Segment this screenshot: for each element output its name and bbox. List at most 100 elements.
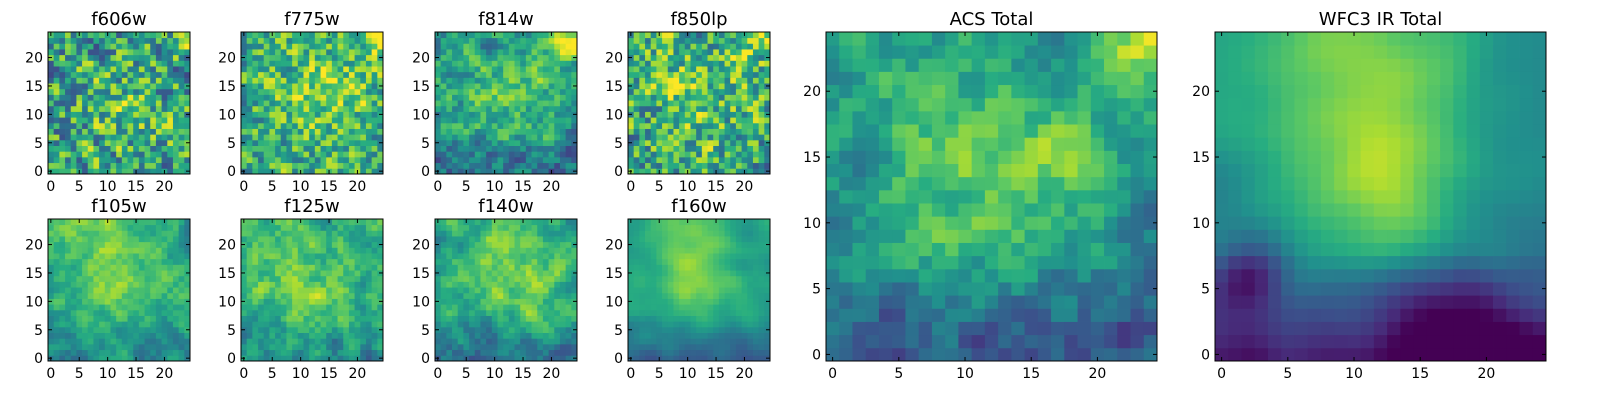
heatmap-cell [758, 281, 765, 288]
heatmap-cell [314, 54, 321, 61]
heatmap-cell [303, 258, 310, 265]
heatmap-cell [150, 326, 157, 333]
heatmap-cell [82, 100, 89, 107]
heatmap-cell [297, 315, 304, 322]
axes-frame [434, 31, 578, 175]
heatmap-cell [144, 315, 151, 322]
heatmap-cell [371, 355, 378, 362]
heatmap-cell [440, 94, 447, 101]
heatmap-cell [144, 298, 151, 305]
heatmap-cell [286, 37, 293, 44]
heatmap-cell [701, 37, 708, 44]
heatmap-cell [53, 236, 60, 243]
heatmap-cell [531, 168, 538, 175]
heatmap-cell [354, 349, 361, 356]
heatmap-cell [503, 264, 510, 271]
heatmap-cell [548, 60, 555, 67]
heatmap-cell [457, 66, 464, 73]
heatmap-cell [178, 162, 185, 169]
heatmap-cell [480, 77, 487, 84]
heatmap-cell [730, 49, 737, 56]
heatmap-cell [258, 275, 265, 282]
heatmap-cell [730, 355, 737, 362]
heatmap-cell [741, 287, 748, 294]
heatmap-cell [297, 145, 304, 152]
heatmap-cell [303, 145, 310, 152]
heatmap-cell [246, 224, 253, 231]
heatmap-cell [337, 128, 344, 135]
heatmap-cell [503, 281, 510, 288]
heatmap-cell [724, 275, 731, 282]
heatmap-cell [747, 88, 754, 95]
heatmap-cell [286, 122, 293, 129]
heatmap-cell [673, 134, 680, 141]
heatmap-cell [752, 156, 760, 164]
heatmap-cell [241, 349, 248, 356]
heatmap-cell [457, 122, 464, 129]
heatmap-cell [452, 60, 459, 67]
heatmap-cell [65, 49, 72, 56]
heatmap-cell [764, 100, 771, 107]
heatmap-cell [320, 88, 327, 95]
heatmap-cell [565, 281, 572, 288]
heatmap-cell [452, 156, 459, 164]
heatmap-cell [724, 111, 731, 118]
heatmap-cell [565, 230, 572, 237]
heatmap-cell [440, 111, 447, 118]
heatmap-cell [469, 168, 476, 175]
heatmap-cell [531, 66, 538, 73]
heatmap-cell [537, 66, 544, 73]
heatmap-cell [286, 111, 293, 118]
heatmap-cell [348, 71, 355, 78]
heatmap-cell [258, 60, 265, 67]
heatmap-cell [343, 219, 350, 226]
heatmap-cell [741, 83, 748, 90]
heatmap-cell [730, 43, 737, 50]
heatmap-cell [155, 355, 162, 362]
heatmap-cell [520, 275, 527, 282]
heatmap-cell [537, 156, 544, 164]
heatmap-cell [326, 88, 333, 95]
heatmap-cell [667, 54, 674, 61]
heatmap-cell [542, 304, 549, 311]
heatmap-cell [150, 111, 157, 118]
heatmap-cell [337, 258, 344, 265]
heatmap-cell [87, 88, 94, 95]
heatmap-cell [150, 332, 157, 339]
heatmap-cell [525, 258, 532, 265]
heatmap-cell [309, 253, 316, 260]
heatmap-cell [491, 60, 498, 67]
heatmap-cell [508, 54, 515, 61]
heatmap-cell [377, 71, 384, 78]
heatmap-cell [241, 88, 248, 95]
heatmap-cell [531, 43, 538, 50]
heatmap-cell [110, 230, 117, 237]
heatmap-cell [548, 100, 555, 107]
heatmap-cell [258, 241, 265, 248]
heatmap-cell [161, 270, 168, 277]
heatmap-cell [314, 241, 321, 248]
heatmap-cell [343, 230, 350, 237]
heatmap-cell [53, 304, 60, 311]
heatmap-cell [474, 134, 481, 141]
heatmap-cell [82, 77, 89, 84]
heatmap-cell [463, 230, 470, 237]
heatmap-cell [707, 304, 714, 311]
heatmap-cell [76, 241, 83, 248]
heatmap-cell [348, 60, 355, 67]
heatmap-cell [59, 43, 66, 50]
heatmap-cell [503, 287, 510, 294]
heatmap-cell [121, 32, 128, 39]
heatmap-cell [155, 83, 162, 90]
heatmap-cell [508, 247, 515, 254]
heatmap-cell [53, 105, 60, 112]
heatmap-cell [110, 100, 117, 107]
heatmap-cell [138, 309, 145, 316]
heatmap-cell [184, 37, 191, 44]
heatmap-cell [474, 32, 481, 39]
heatmap-cell [133, 224, 140, 231]
heatmap-cell [480, 156, 487, 164]
heatmap-cell [365, 298, 373, 305]
heatmap-cell [93, 77, 100, 84]
heatmap-cell [104, 332, 111, 339]
